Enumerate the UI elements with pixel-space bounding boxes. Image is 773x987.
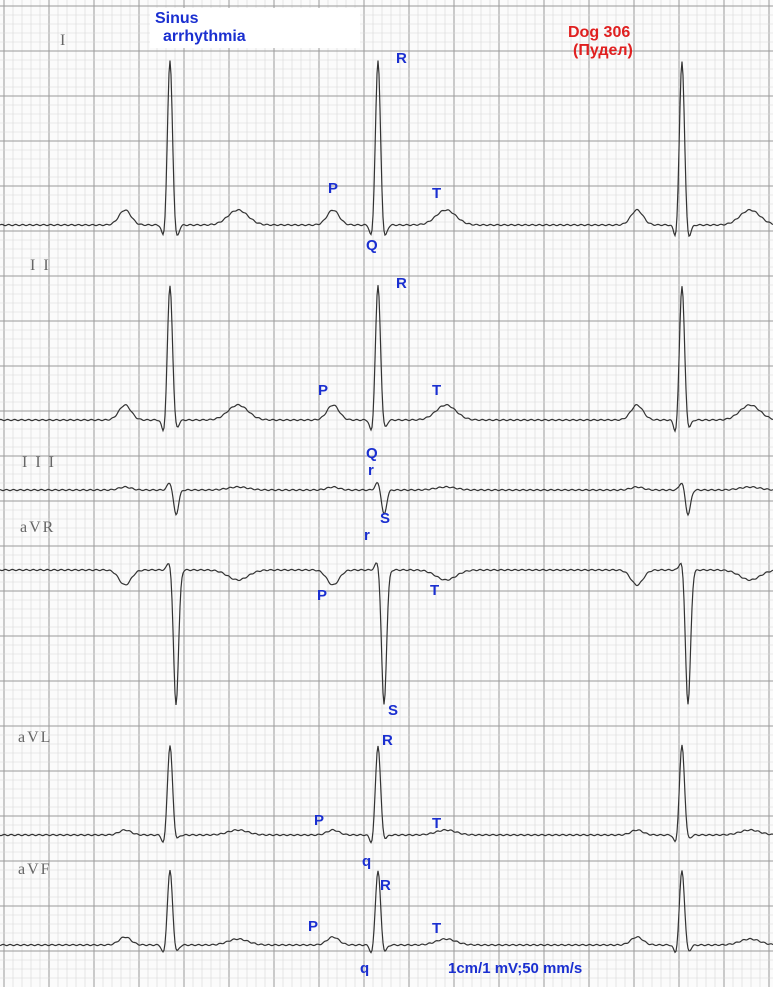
lead-label: I I I [22, 454, 56, 471]
lead-label: aVR [20, 519, 55, 536]
wave-label: q [360, 960, 369, 977]
wave-label: T [432, 382, 441, 399]
wave-label: T [432, 815, 441, 832]
wave-label: T [432, 185, 441, 202]
wave-label: Q [366, 445, 378, 462]
wave-label: T [432, 920, 441, 937]
wave-label: P [317, 587, 327, 604]
wave-label: P [314, 812, 324, 829]
wave-label: R [396, 50, 407, 67]
subject-line: Dog 306 [568, 24, 630, 41]
lead-label: I I [30, 257, 51, 274]
lead-label: I [60, 32, 67, 49]
wave-label: q [362, 853, 371, 870]
wave-label: R [396, 275, 407, 292]
ecg-sheet: Sinus arrhythmia Dog 306 (Пудел) 1cm/1 m… [0, 0, 773, 987]
wave-label: S [388, 702, 398, 719]
wave-label: R [380, 877, 391, 894]
lead-label: aVF [18, 861, 52, 878]
calibration: 1cm/1 mV;50 mm/s [448, 960, 582, 977]
title-line: arrhythmia [163, 28, 246, 45]
wave-label: R [382, 732, 393, 749]
lead-label: aVL [18, 729, 52, 746]
title-line: Sinus [155, 10, 199, 27]
wave-label: r [368, 462, 374, 479]
wave-label: S [380, 510, 390, 527]
wave-label: P [328, 180, 338, 197]
subject-line: (Пудел) [573, 42, 633, 59]
wave-label: r [364, 527, 370, 544]
paper [0, 0, 773, 987]
wave-label: P [318, 382, 328, 399]
wave-label: Q [366, 237, 378, 254]
wave-label: T [430, 582, 439, 599]
wave-label: P [308, 918, 318, 935]
